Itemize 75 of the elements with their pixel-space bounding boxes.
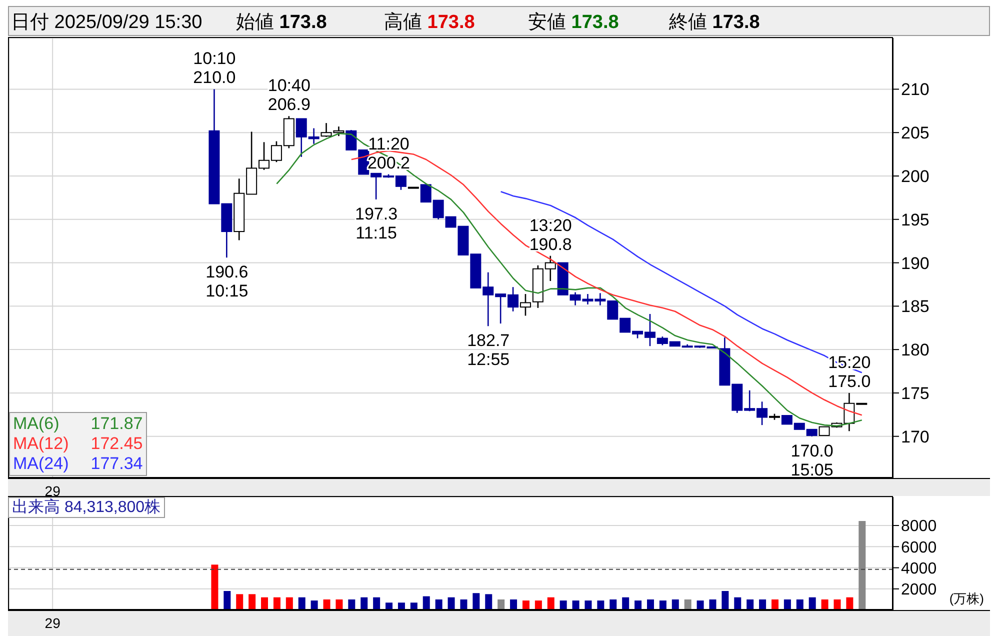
- y-tick-label: 185: [901, 297, 930, 316]
- x-tick-label: 29: [44, 614, 61, 631]
- bar: [448, 597, 455, 610]
- bar: [610, 599, 617, 610]
- annotation: 197.3 11:15: [355, 204, 398, 242]
- text: 日付 2025/09/29 15:30: [11, 12, 202, 33]
- bar: [709, 599, 716, 610]
- y-tick-label: 200: [901, 167, 930, 186]
- bar: [236, 594, 244, 610]
- bar: [273, 597, 280, 610]
- bar: [796, 599, 804, 610]
- y-tick-label: 170: [901, 427, 930, 446]
- bar: [498, 599, 505, 610]
- annotation: 10:10 210.0: [193, 49, 236, 88]
- bar: [684, 599, 692, 610]
- bar: [672, 599, 679, 610]
- bar: [261, 597, 268, 610]
- chart-title: 出来高 84,313,800株: [8, 497, 165, 518]
- bar: [373, 597, 380, 610]
- text: 終値 173.8: [669, 12, 760, 33]
- text: MA(24): [13, 454, 69, 474]
- annotation: 13:20 190.8: [529, 216, 572, 254]
- bar: [485, 594, 492, 610]
- bar: [472, 593, 480, 610]
- y-tick-label: 8000: [901, 518, 937, 536]
- annotation: 182.7 12:55: [467, 331, 510, 370]
- y-tick-label: 4000: [901, 560, 937, 578]
- y-tick-label: 205: [901, 124, 930, 143]
- text: MA(6): [13, 414, 60, 434]
- bar: [248, 594, 256, 610]
- bar: [821, 599, 828, 610]
- bar: [286, 597, 293, 610]
- bar: [224, 590, 231, 610]
- bar: [846, 597, 854, 610]
- text: 安値 173.8: [528, 12, 619, 33]
- text: 始値 173.8: [236, 12, 327, 33]
- bar: [547, 597, 554, 610]
- annotation: 170.0 15:05: [790, 441, 834, 480]
- bar: [422, 596, 430, 610]
- annotation: 177.34: [90, 454, 143, 474]
- bar: [336, 599, 343, 610]
- bar: [834, 599, 841, 610]
- bar: [771, 599, 778, 610]
- bar: [746, 599, 754, 610]
- y-axis-title: (万株): [949, 590, 984, 608]
- bar: [858, 520, 866, 610]
- y-tick-label: 2000: [901, 582, 937, 599]
- bar: [211, 564, 218, 610]
- text: 高値 173.8: [384, 12, 475, 33]
- y-tick-label: 210: [901, 80, 930, 100]
- bar: [622, 597, 630, 610]
- bar: [646, 599, 654, 610]
- bar: [435, 599, 442, 610]
- bar: [348, 599, 356, 610]
- annotation: 171.87: [90, 414, 143, 434]
- bar: [510, 599, 518, 610]
- x-tick-label: 29: [44, 482, 61, 499]
- y-tick-label: 180: [901, 340, 930, 360]
- y-tick-label: 175: [901, 384, 930, 403]
- annotation: 190.6 10:15: [206, 262, 248, 301]
- text: MA(12): [13, 434, 69, 454]
- bar: [808, 597, 816, 610]
- bar: [460, 599, 468, 610]
- y-tick-label: 190: [901, 254, 930, 273]
- annotation: 172.45: [90, 434, 143, 454]
- y-tick-label: 195: [901, 210, 930, 230]
- bar: [722, 590, 729, 610]
- y-tick-label: 6000: [901, 539, 937, 556]
- bar: [323, 599, 330, 610]
- annotation: 10:40 206.9: [268, 76, 310, 114]
- bar: [784, 599, 791, 610]
- bar: [298, 597, 306, 610]
- bar: [734, 597, 742, 610]
- bar: [360, 597, 368, 610]
- bar: [759, 599, 766, 610]
